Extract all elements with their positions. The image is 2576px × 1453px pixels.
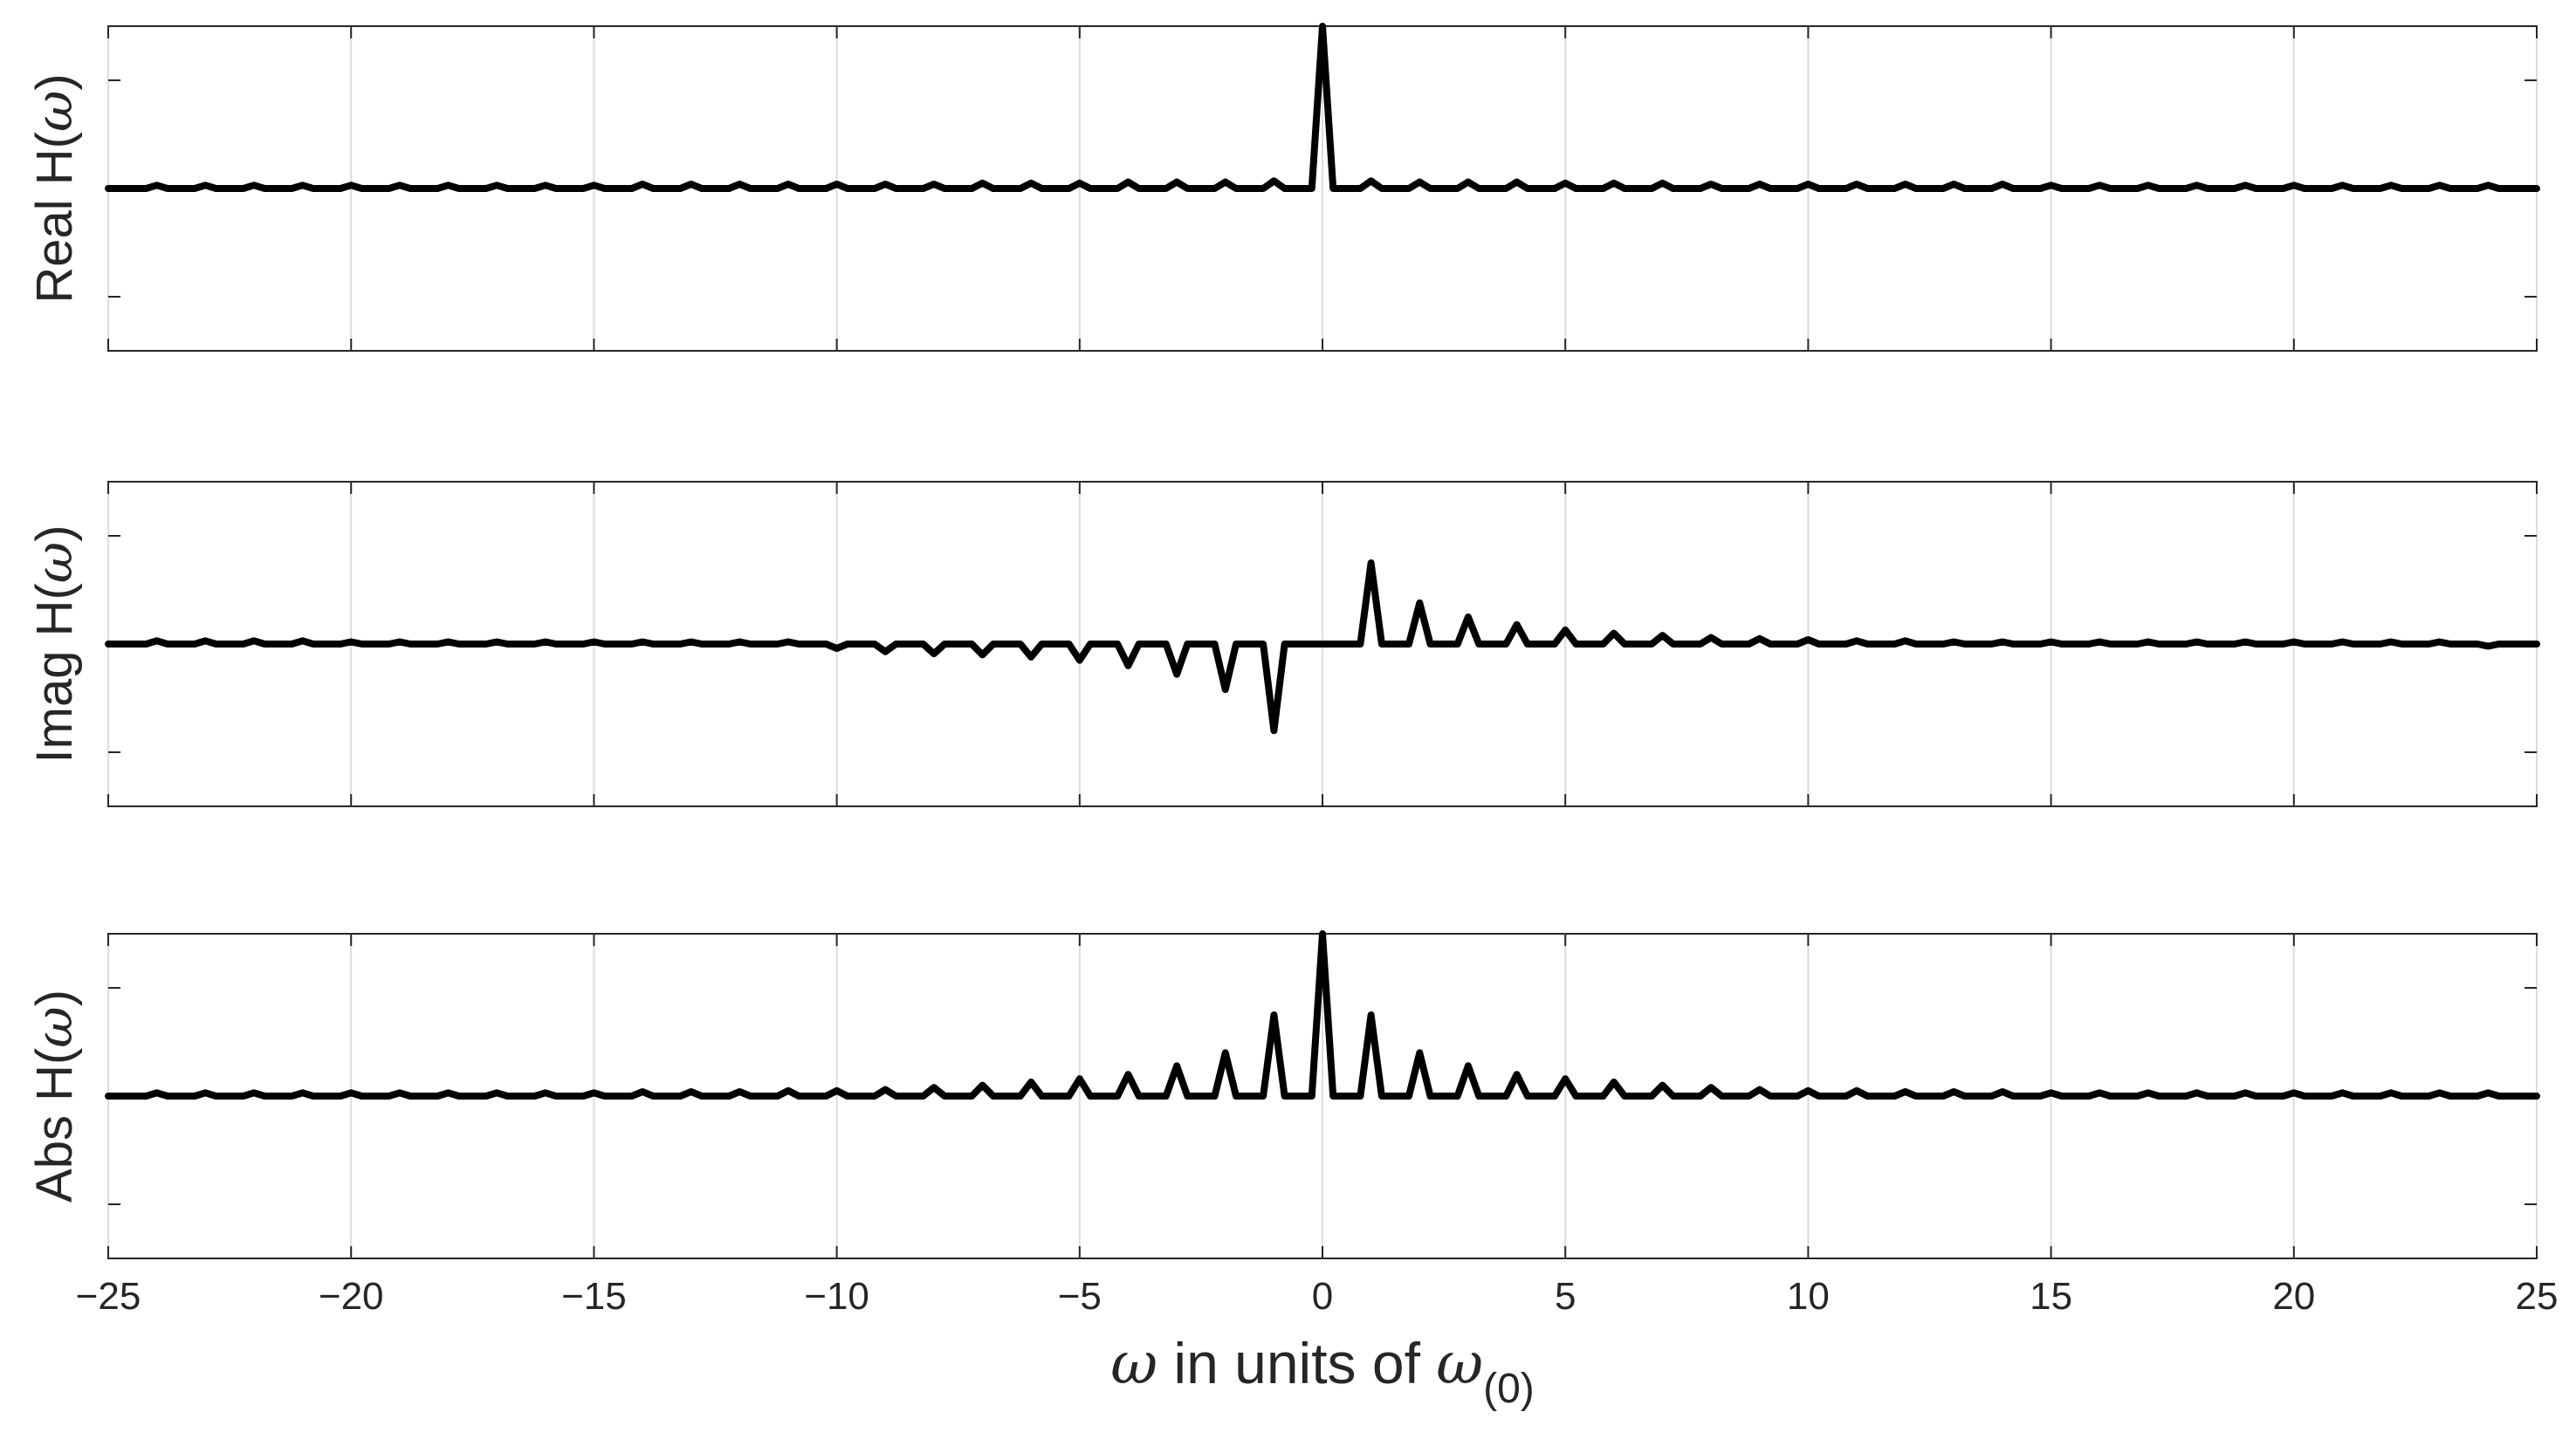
series-line (105, 559, 2540, 735)
x-tick-label: 5 (1555, 1275, 1576, 1318)
y-axis-label: Real H(ω) (24, 73, 84, 303)
x-tick-label: 25 (2516, 1275, 2559, 1318)
y-axis-label: Abs H(ω) (24, 990, 84, 1203)
subplot-panel-1: Real H(ω) (24, 23, 2540, 352)
y-axis-label-text: Real H( (26, 132, 83, 304)
y-axis-label-symbol: ω (24, 1006, 84, 1047)
x-axis-label-text: in units of (1157, 1331, 1436, 1395)
y-axis-label-close: ) (26, 990, 83, 1006)
x-tick-label: −10 (804, 1275, 869, 1318)
x-tick-label: 20 (2272, 1275, 2315, 1318)
y-axis-label-symbol: ω (24, 542, 84, 583)
y-axis-label-text: Abs H( (26, 1048, 83, 1203)
x-tick-label: −5 (1058, 1275, 1102, 1318)
subplot-stack: Real H(ω)Imag H(ω)Abs H(ω)−25 −20 −15 −10 −5… (24, 23, 2559, 1318)
x-tick-label: −20 (319, 1275, 384, 1318)
subplot-panel-2: Imag H(ω) (24, 481, 2540, 807)
x-tick-label: 0 (1312, 1275, 1333, 1318)
y-axis-label-symbol: ω (24, 91, 84, 132)
y-axis-label-close: ) (26, 73, 83, 90)
y-axis-label-text: Imag H( (26, 583, 83, 763)
series-line (105, 930, 2540, 1100)
y-axis-label: Imag H(ω) (24, 525, 84, 764)
x-axis-label-subscript: (0) (1483, 1366, 1535, 1412)
x-tick-label: −25 (76, 1275, 141, 1318)
series-line (105, 23, 2540, 192)
y-axis-label-close: ) (26, 525, 83, 542)
x-tick-label: 15 (2030, 1275, 2072, 1318)
x-axis-label: ω in units of ω(0) (1110, 1330, 1535, 1412)
x-tick-label: −15 (561, 1275, 627, 1318)
x-axis-label-unit-symbol: ω (1436, 1330, 1483, 1397)
subplot-panel-3: Abs H(ω) −25 −20 −15 −10 −5 0 5 10 15 20 25 (24, 930, 2559, 1318)
x-axis-label-symbol: ω (1110, 1330, 1157, 1397)
x-tick-label: 10 (1787, 1275, 1830, 1318)
